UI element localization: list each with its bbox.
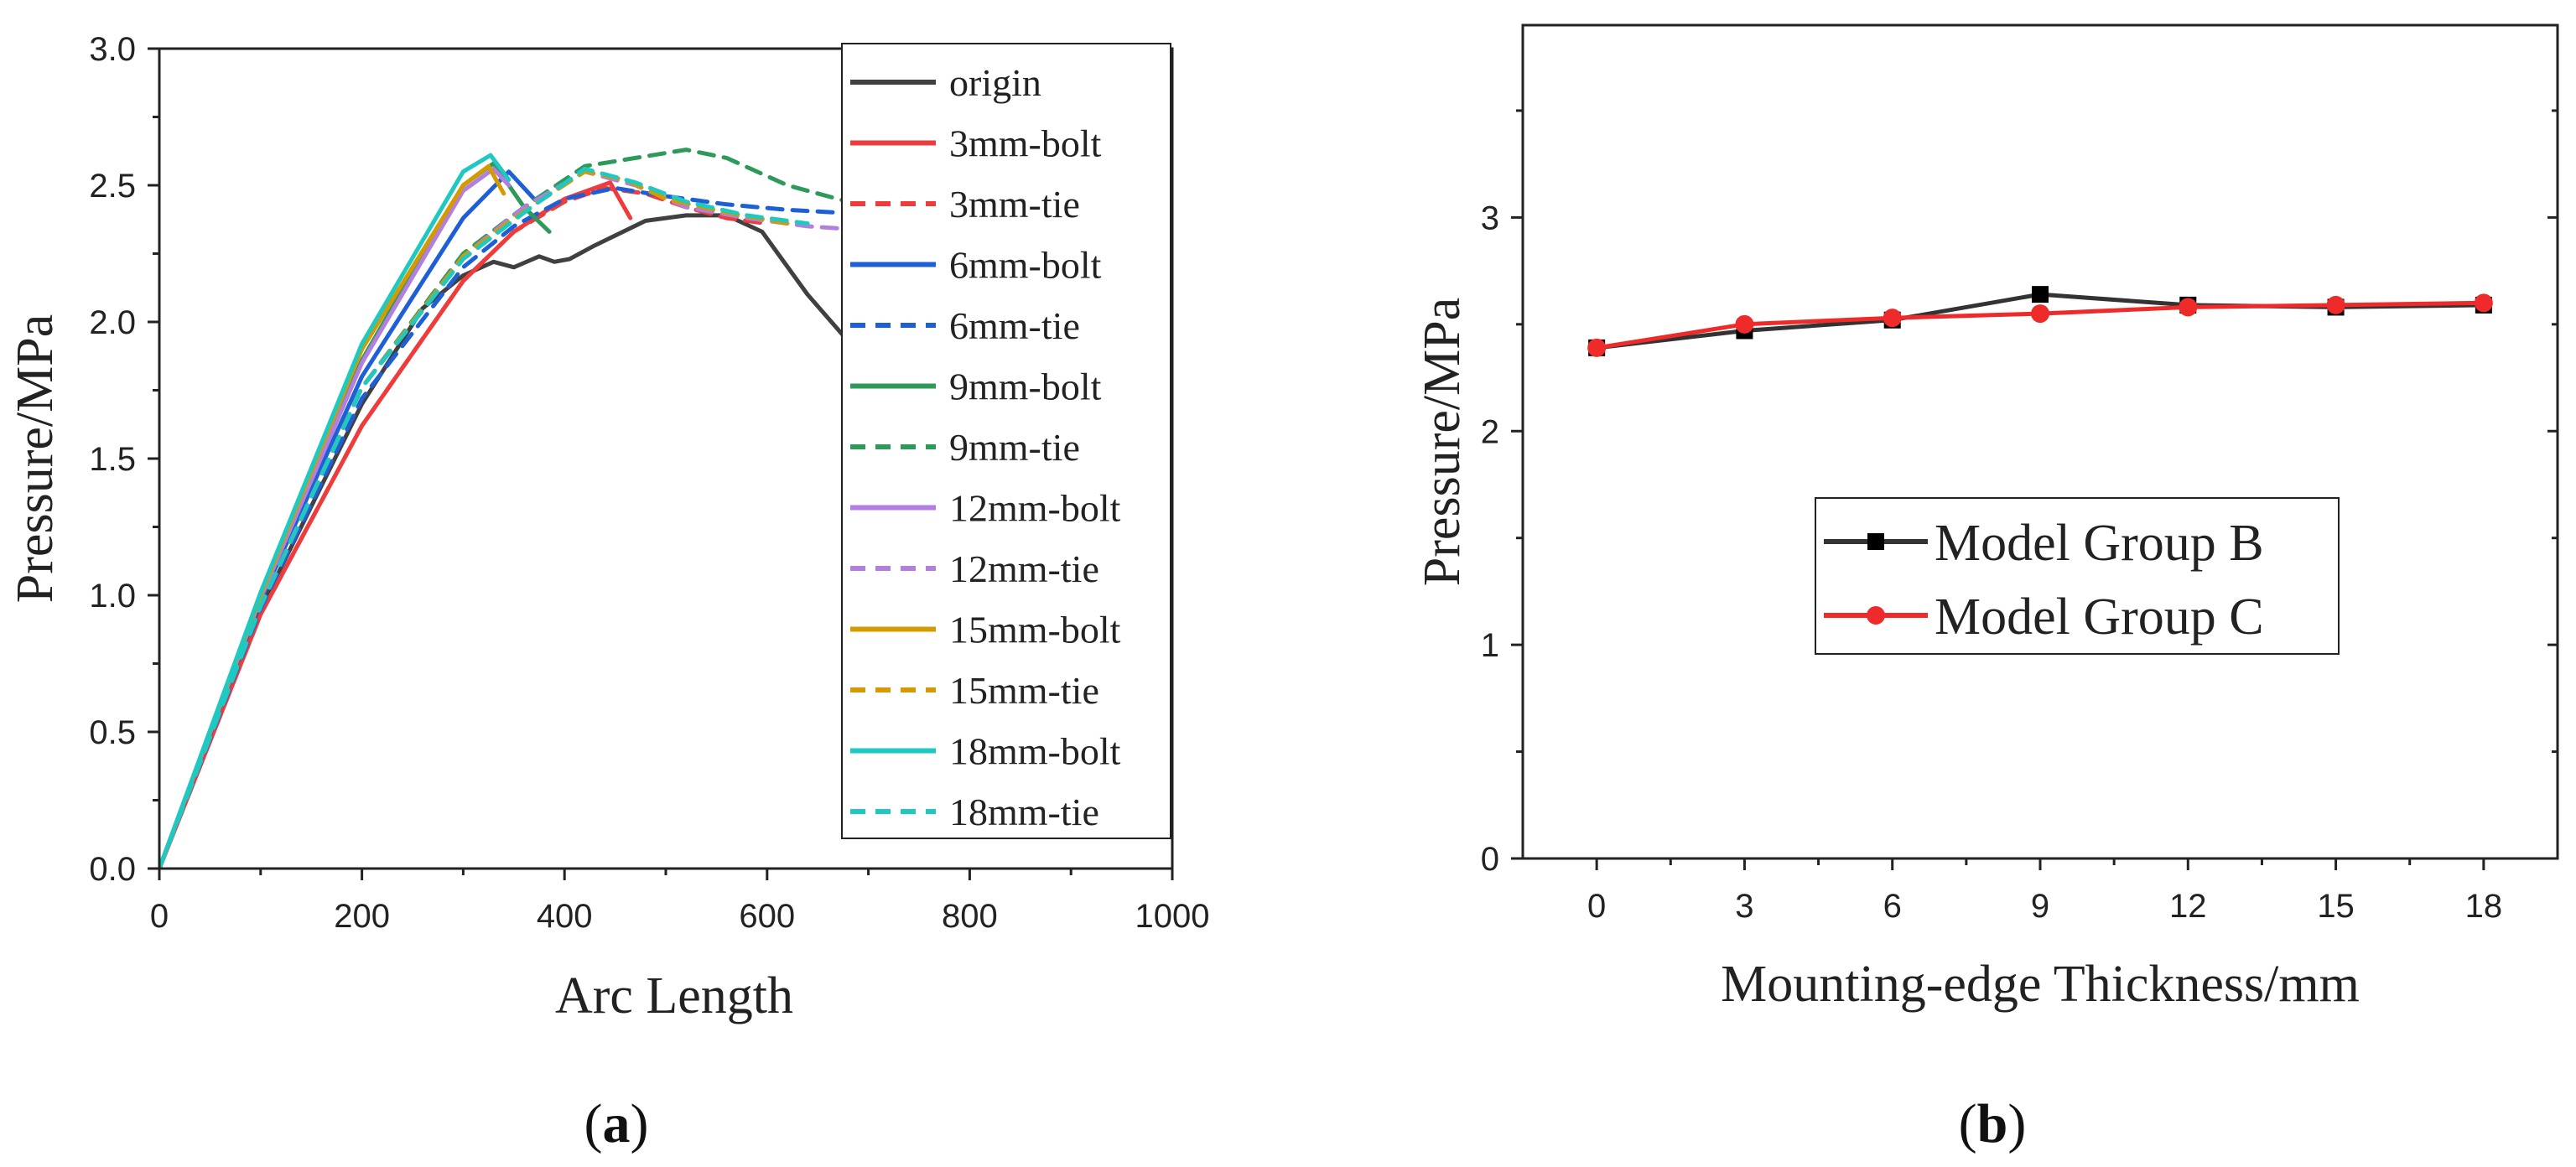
x-tick-label: 800: [942, 898, 998, 935]
panel-label-b: (b): [1959, 1093, 2027, 1154]
y-tick-label: 3.0: [89, 31, 136, 68]
y-tick-label: 2.0: [89, 304, 136, 341]
x-tick-label: 0: [1587, 888, 1606, 925]
series-line-9mm-tie: [159, 148, 850, 869]
legend-label-12mm-bolt: 12mm-bolt: [949, 487, 1121, 530]
y-tick-label: 1.5: [89, 441, 136, 478]
series-line-origin: [159, 213, 871, 869]
data-point-b: [2032, 286, 2049, 303]
data-point-c: [2179, 298, 2198, 317]
panel-label-paren: (: [584, 1093, 603, 1154]
legend-label-12mm-tie: 12mm-tie: [949, 547, 1099, 590]
series-line-18mm-bolt: [159, 153, 512, 869]
panel-label-paren: ): [631, 1093, 649, 1154]
y-axis-title-b: Pressure/MPa: [1414, 298, 1471, 586]
panel-label-letter: a: [603, 1093, 631, 1154]
data-point-c: [1735, 314, 1754, 334]
series-group-a: [159, 148, 871, 869]
legend-label-9mm-bolt: 9mm-bolt: [949, 366, 1102, 408]
panel-label-paren: ): [2007, 1093, 2026, 1154]
panel-label-paren: (: [1959, 1093, 1977, 1154]
legend-label-15mm-tie: 15mm-tie: [949, 669, 1099, 712]
legend-marker-circle: [1867, 606, 1885, 625]
legend-label-6mm-tie: 6mm-tie: [949, 304, 1080, 347]
y-axis-title-a: Pressure/MPa: [7, 314, 64, 603]
data-point-c: [2474, 293, 2493, 313]
legend-b: Model Group B Model Group C: [1815, 497, 2340, 655]
legend-label-3mm-bolt: 3mm-bolt: [949, 122, 1102, 165]
x-tick-label: 200: [334, 898, 390, 935]
x-tick-label: 6: [1883, 888, 1902, 925]
panel-a: 0 200 400 600 800 1000 0.0 0.5 1.0 1.5 2.0 2.5 3.0 Ar…: [7, 31, 1209, 1154]
x-tick-label: 3: [1735, 888, 1753, 925]
x-tick-label: 12: [2169, 888, 2207, 925]
y-tick-label: 1: [1481, 627, 1499, 664]
legend-label-3mm-tie: 3mm-tie: [949, 183, 1080, 226]
legend-box-a: [841, 43, 1171, 839]
panel-label-letter: b: [1977, 1093, 2008, 1154]
legend-a: origin 3mm-bolt 3mm-tie 6mm-bolt 6mm-tie 9mm-…: [841, 43, 1171, 839]
x-tick-label: 18: [2465, 888, 2503, 925]
y-tick-label: 0.0: [89, 851, 136, 888]
legend-label-Model Group C: Model Group C: [1935, 589, 2264, 646]
x-tick-label: 600: [739, 898, 795, 935]
legend-label-15mm-bolt: 15mm-bolt: [949, 609, 1121, 651]
series-line-6mm-tie: [159, 185, 840, 869]
series-line-3mm-tie: [159, 185, 770, 869]
data-point-c: [2031, 304, 2049, 324]
y-tick-label: 0: [1481, 841, 1499, 878]
y-tick-label: 2.5: [89, 168, 136, 205]
series-line-9mm-bolt: [159, 161, 552, 869]
series-line-12mm-tie: [159, 169, 850, 869]
legend-label-origin: origin: [949, 61, 1041, 104]
x-tick-label: 9: [2031, 888, 2049, 925]
legend-label-18mm-bolt: 18mm-bolt: [949, 730, 1121, 773]
legend-label-6mm-bolt: 6mm-bolt: [949, 244, 1102, 287]
y-tick-label: 0.5: [89, 714, 136, 751]
data-point-c: [2326, 295, 2345, 314]
y-tick-label: 3: [1481, 200, 1499, 236]
plot-frame-b: [1521, 23, 2559, 860]
data-point-c: [1883, 309, 1902, 328]
y-tick-label: 2: [1481, 413, 1499, 450]
x-tick-label: 1000: [1135, 898, 1210, 935]
legend-label-Model Group B: Model Group B: [1935, 515, 2264, 572]
y-tick-label: 1.0: [89, 578, 136, 615]
legend-label-18mm-tie: 18mm-tie: [949, 791, 1099, 833]
series-line-15mm-tie: [159, 169, 790, 869]
x-axis-title-a: Arc Length: [555, 967, 793, 1024]
x-tick-label: 0: [150, 898, 169, 935]
panel-label-a: (a): [584, 1093, 649, 1154]
legend-box-b: [1815, 497, 2340, 655]
data-point-c: [1587, 338, 1607, 357]
legend-label-9mm-tie: 9mm-tie: [949, 426, 1080, 469]
legend-marker-square: [1867, 533, 1884, 550]
series-line-6mm-bolt: [159, 169, 537, 869]
x-axis-title-b: Mounting-edge Thickness/mm: [1721, 956, 2360, 1013]
x-tick-label: 15: [2317, 888, 2355, 925]
series-line-18mm-tie: [159, 166, 810, 869]
x-tick-label: 400: [537, 898, 593, 935]
